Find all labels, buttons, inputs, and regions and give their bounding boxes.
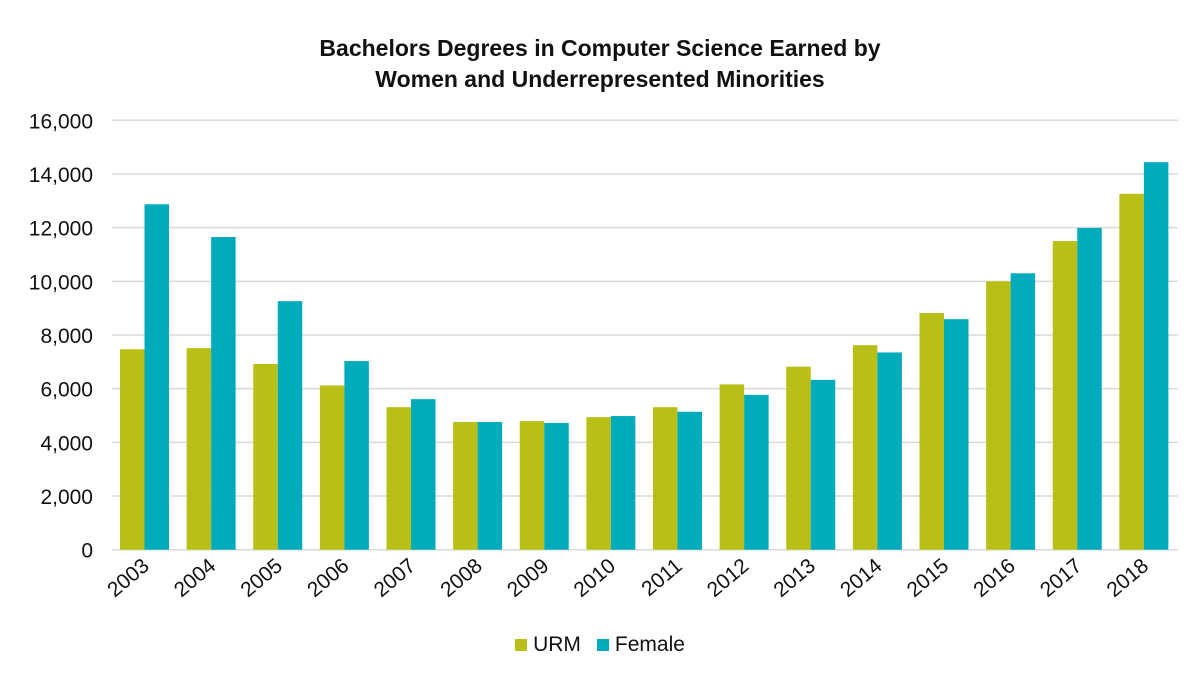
legend-item-female: Female [596, 633, 685, 657]
y-tick-label: 14,000 [29, 164, 93, 187]
bar-urm-2015 [919, 312, 944, 550]
bar-urm-2017 [1052, 241, 1078, 550]
bar-female-2017 [1077, 227, 1102, 550]
chart-title: Bachelors Degrees in Computer Science Ea… [0, 33, 1200, 95]
legend-label-urm: URM [533, 633, 581, 656]
bar-urm-2005 [253, 363, 278, 550]
bar-female-2013 [810, 379, 836, 550]
x-tick-label: 2006 [303, 554, 354, 602]
bar-urm-2003 [120, 349, 145, 550]
x-tick-label: 2011 [637, 554, 686, 601]
legend-swatch-female [596, 639, 609, 651]
y-tick-label: 4,000 [40, 432, 93, 455]
x-tick-label: 2014 [836, 554, 887, 602]
bar-female-2008 [477, 421, 503, 550]
bar-female-2005 [277, 301, 303, 550]
x-tick-label: 2017 [1036, 554, 1087, 602]
bar-female-2004 [211, 237, 236, 550]
bar-female-2016 [1010, 273, 1036, 550]
y-tick-label: 6,000 [40, 379, 93, 402]
bar-urm-2014 [852, 345, 878, 550]
bar-female-2011 [677, 411, 702, 550]
y-tick-label: 2,000 [40, 486, 93, 509]
legend-item-urm: URM [515, 633, 581, 657]
x-tick-label: 2012 [703, 554, 754, 602]
bar-urm-2004 [186, 348, 212, 550]
chart-title-line-2: Women and Underrepresented Minorities [375, 66, 825, 92]
bar-female-2003 [144, 204, 169, 550]
y-tick-label: 8,000 [40, 325, 93, 348]
x-tick-label: 2004 [170, 554, 221, 602]
bar-urm-2013 [786, 366, 811, 550]
bar-female-2014 [877, 352, 902, 550]
legend: URM Female [0, 633, 1200, 657]
bar-female-2006 [344, 361, 369, 550]
bar-urm-2012 [719, 384, 745, 550]
bar-female-2007 [411, 399, 436, 550]
y-tick-label: 12,000 [29, 218, 93, 241]
bar-urm-2018 [1119, 193, 1144, 550]
y-tick-label: 0 [81, 540, 93, 563]
bar-urm-2016 [986, 281, 1011, 550]
bar-urm-2009 [519, 421, 545, 550]
y-tick-label: 10,000 [29, 271, 93, 294]
x-tick-label: 2015 [903, 554, 954, 602]
bar-urm-2008 [453, 421, 478, 550]
x-tick-label: 2007 [370, 554, 421, 602]
bar-female-2010 [610, 416, 636, 550]
x-tick-label: 2009 [503, 554, 554, 602]
y-tick-label: 16,000 [29, 110, 93, 133]
x-tick-label: 2003 [103, 554, 154, 602]
bar-female-2012 [744, 394, 769, 550]
bar-urm-2006 [319, 385, 345, 550]
x-tick-label: 2016 [969, 554, 1020, 602]
bar-urm-2010 [586, 417, 611, 550]
x-tick-label: 2005 [236, 554, 287, 602]
x-tick-label: 2018 [1103, 554, 1154, 602]
x-tick-label: 2008 [436, 554, 487, 602]
legend-swatch-urm [515, 639, 528, 651]
bar-urm-2011 [653, 407, 678, 550]
bar-female-2015 [944, 319, 969, 550]
bar-female-2018 [1143, 162, 1169, 550]
bar-female-2009 [544, 423, 569, 550]
legend-label-female: Female [614, 633, 685, 656]
chart-title-line-1: Bachelors Degrees in Computer Science Ea… [319, 35, 881, 61]
x-tick-label: 2010 [570, 554, 621, 602]
x-tick-label: 2013 [769, 554, 820, 602]
bar-urm-2007 [386, 407, 411, 550]
